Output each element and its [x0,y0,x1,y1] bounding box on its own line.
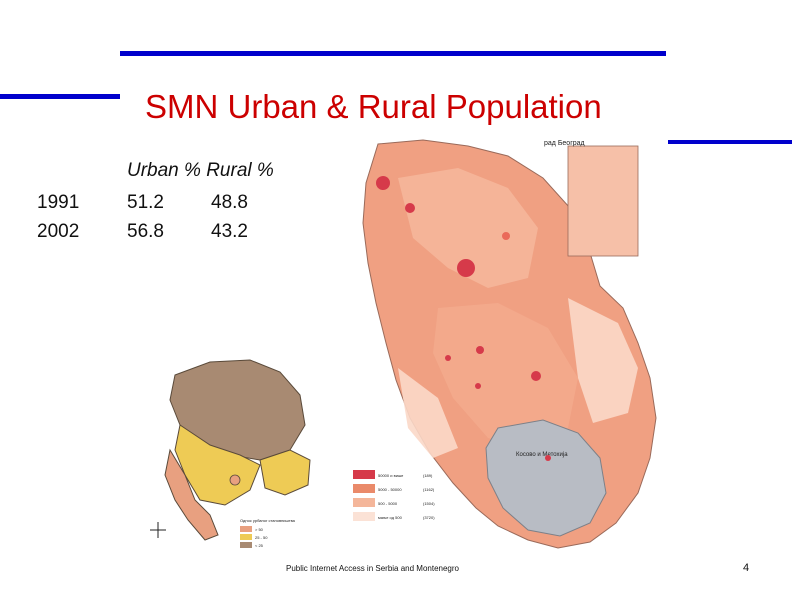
kraljevo-urban [475,383,481,389]
montenegro-central [174,424,261,506]
serbia-legend: 50000 и више 5000 - 50000 500 - 5000 мањ… [353,470,435,521]
row-2002-year: 2002 [37,221,80,242]
montenegro-coast [164,448,219,541]
legend-value-light: (1504) [423,501,435,506]
top-divider-line [120,51,666,56]
legend-label-light: 500 - 5000 [378,501,398,506]
novi-sad-urban [457,259,475,277]
montenegro-legend-swatch-mid [240,534,252,540]
row-1991-urban: 51.2 [127,192,164,213]
sombor-urban [405,203,415,213]
podgorica-marker [229,474,241,486]
left-accent-line [0,94,120,99]
montenegro-legend-label-mid: 25 - 50 [255,535,268,540]
kragujevac-urban [476,346,484,354]
belgrade-inset [567,145,639,257]
belgrade-inset-title: рад Београд [544,140,585,147]
montenegro-map: Одноc урбаног становништва > 50 25 - 50 … [140,350,342,550]
legend-value-pale: (3720) [423,515,435,520]
legend-value-dense: (189) [423,473,433,478]
western-region [398,368,458,458]
legend-swatch-light [353,498,375,507]
row-1991-rural: 48.8 [211,192,248,213]
nis-urban [531,371,541,381]
slide-footer: Public Internet Access in Serbia and Mon… [286,564,459,573]
legend-label-dense: 50000 и више [378,473,404,478]
montenegro-east [259,449,311,496]
legend-value-medium: (1162) [423,487,435,492]
montenegro-legend-label-low: < 25 [255,543,264,548]
serbia-map: Косово и Метохија рад Београд 50000 и ви… [338,138,668,550]
cacak-urban [445,355,451,361]
montenegro-legend-label-high: > 50 [255,527,264,532]
kosovo-label: Косово и Метохија [516,452,568,458]
legend-swatch-pale [353,512,375,521]
row-2002-urban: 56.8 [127,221,164,242]
slide-title: SMN Urban & Rural Population [145,88,602,125]
compass-icon [150,522,166,538]
table-header: Urban % Rural % [127,160,274,181]
montenegro-legend-swatch-high [240,526,252,532]
montenegro-legend-swatch-low [240,542,252,548]
page-number: 4 [743,562,750,574]
montenegro-legend-title: Одноc урбаног становништва [240,518,296,523]
kosovo-region [485,419,607,537]
right-accent-line [666,140,792,144]
legend-label-medium: 5000 - 50000 [378,487,402,492]
legend-swatch-dense [353,470,375,479]
legend-swatch-medium [353,484,375,493]
subotica-urban [376,176,390,190]
row-1991-year: 1991 [37,192,80,213]
pristina-urban [545,455,551,461]
eastern-region [568,298,638,423]
row-2002-rural: 43.2 [211,221,248,242]
zrenjanin-urban [502,232,510,240]
vojvodina-region [398,168,538,288]
legend-label-pale: мање од 500 [378,515,403,520]
central-region [433,303,578,448]
